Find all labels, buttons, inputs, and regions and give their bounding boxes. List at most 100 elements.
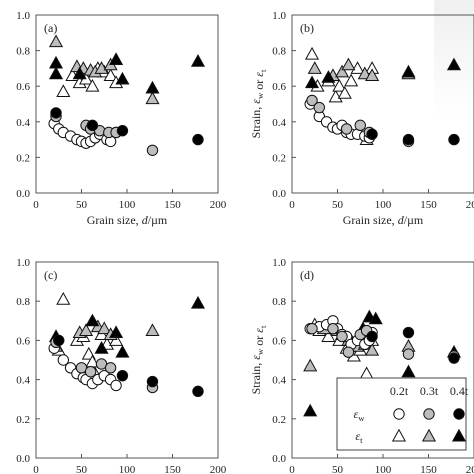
data-point <box>145 80 160 94</box>
series-εw-0.4t <box>366 326 460 364</box>
plot-frame <box>35 14 219 194</box>
x-tick-label: 50 <box>76 199 88 211</box>
legend-marker <box>451 428 467 442</box>
y-tick-label: 0.0 <box>272 453 286 465</box>
data-point <box>56 84 71 97</box>
series-εw-0.4t <box>53 334 204 398</box>
data-point <box>103 68 118 81</box>
y-axis-label: Strain, εw or εt <box>249 69 268 138</box>
data-point <box>335 64 350 78</box>
data-point <box>401 64 416 78</box>
x-tick-label: 0 <box>33 464 39 474</box>
panel-a: 0.0 0.2 0.4 0.6 0.8 1.0 0 50 100 150 200 Grain size… <box>16 10 227 227</box>
data-point <box>50 107 62 119</box>
data-point <box>365 68 380 81</box>
y-tick-label: 0.8 <box>272 296 286 308</box>
data-point <box>109 325 124 339</box>
y-tick-label: 0.2 <box>272 414 286 426</box>
data-point <box>304 75 320 89</box>
data-point <box>48 34 64 48</box>
y-tick-label: 0.0 <box>16 453 30 465</box>
data-point <box>332 78 347 92</box>
data-point <box>446 57 462 71</box>
data-point <box>94 61 109 74</box>
legend-row-label: εt <box>355 429 363 445</box>
x-tick-label: 50 <box>332 464 344 474</box>
x-tick-label: 50 <box>332 199 344 211</box>
data-point <box>366 330 378 343</box>
y-tick-label: 0.4 <box>272 375 286 387</box>
x-tick-label: 0 <box>289 199 295 211</box>
data-point <box>402 326 415 339</box>
x-tick-label: 0 <box>33 199 39 211</box>
data-point <box>86 119 99 132</box>
panel-label: (d) <box>300 268 314 282</box>
data-point <box>192 133 204 146</box>
legend-column-label: 0.3t <box>420 384 439 398</box>
data-point <box>94 341 109 354</box>
y-axis-label: Strain, εw or εt <box>249 325 268 394</box>
y-tick-label: 0.2 <box>16 152 30 164</box>
data-point <box>190 295 206 309</box>
y-tick-label: 1.0 <box>16 10 30 22</box>
data-point <box>368 311 383 325</box>
y-tick-label: 0.8 <box>272 46 286 58</box>
data-point <box>146 144 159 156</box>
x-tick-label: 200 <box>466 464 474 474</box>
legend-marker <box>421 428 437 442</box>
y-tick-label: 1.0 <box>272 10 286 22</box>
data-point <box>110 379 122 392</box>
y-tick-label: 0.0 <box>16 188 30 200</box>
y-tick-label: 0.8 <box>16 296 30 308</box>
legend-marker <box>453 408 465 420</box>
data-point <box>145 91 160 105</box>
data-point <box>336 330 348 343</box>
legend: 0.2t 0.3t 0.4t εw εt <box>336 377 469 451</box>
x-axis-label: Grain size, d/µm <box>343 213 424 227</box>
data-point <box>116 125 129 137</box>
legend-marker <box>423 408 435 420</box>
y-tick-label: 1.0 <box>272 257 286 269</box>
x-tick-label: 200 <box>466 199 474 211</box>
data-point <box>306 94 318 107</box>
data-point <box>337 86 352 99</box>
x-tick-label: 150 <box>420 199 437 211</box>
data-point <box>365 342 380 356</box>
panel-b: 0.0 0.2 0.4 0.6 0.8 1.0 0 50 100 150 200 Grain size… <box>249 10 474 227</box>
y-tick-label: 0.8 <box>16 46 30 58</box>
data-point <box>85 313 100 327</box>
series-εw-0.3t <box>50 110 159 156</box>
x-tick-label: 200 <box>210 199 227 211</box>
data-point <box>145 323 160 337</box>
data-point <box>116 369 129 382</box>
data-point <box>354 119 366 132</box>
series-εw-0.4t <box>50 107 204 146</box>
x-tick-label: 150 <box>164 464 181 474</box>
x-tick-label: 100 <box>375 199 392 211</box>
y-tick-label: 0.2 <box>16 414 30 426</box>
data-point <box>53 334 65 347</box>
data-point <box>402 348 415 360</box>
data-point <box>340 123 353 135</box>
y-tick-label: 0.4 <box>16 117 30 129</box>
series-εw-0.4t <box>366 128 460 146</box>
y-tick-label: 0.6 <box>16 81 30 93</box>
panel-label: (b) <box>300 21 314 35</box>
data-point <box>342 346 355 358</box>
x-tick-label: 100 <box>119 199 136 211</box>
data-point <box>85 78 100 92</box>
data-point <box>56 292 71 305</box>
x-tick-label: 100 <box>375 464 392 474</box>
panel-label: (c) <box>44 268 57 282</box>
legend-marker <box>393 408 405 420</box>
data-point <box>190 54 206 67</box>
x-tick-label: 50 <box>76 464 88 474</box>
legend-column-label: 0.2t <box>390 384 409 398</box>
y-tick-label: 0.6 <box>16 335 30 347</box>
data-point <box>304 46 320 60</box>
data-point <box>448 133 460 146</box>
data-point <box>303 358 318 372</box>
